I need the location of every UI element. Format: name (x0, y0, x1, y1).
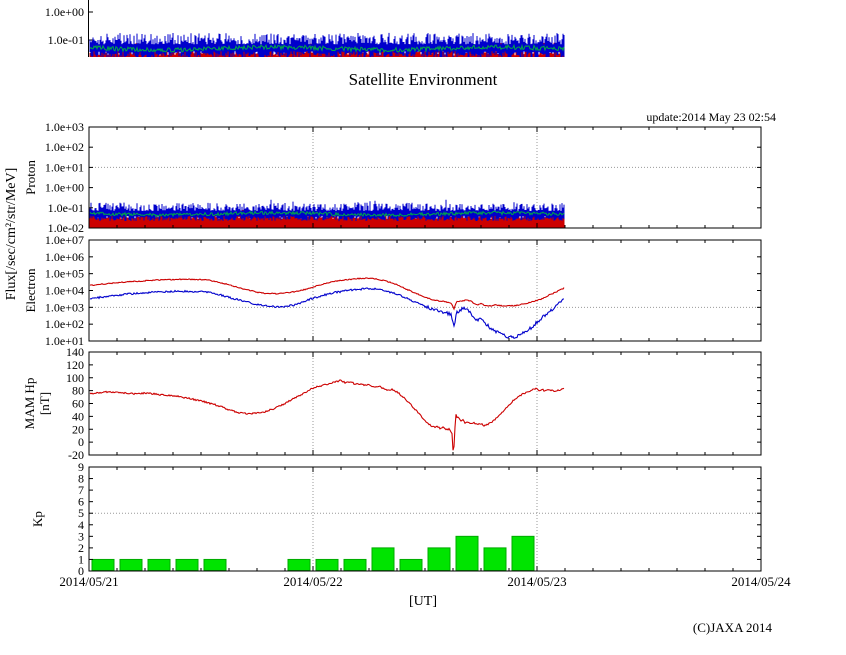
kp-y-tick-label: 9 (78, 460, 84, 474)
kp-y-tick-label: 8 (78, 472, 84, 486)
electron-data (89, 277, 565, 339)
proton-y-tick-label: 1.0e-02 (48, 221, 84, 235)
kp-bar (343, 558, 367, 572)
fragment-y-tick-label: 1.0e+00 (45, 5, 84, 19)
mam-hp-y-tick-label: 120 (66, 358, 84, 372)
kp-y-tick-label: 5 (78, 506, 84, 520)
kp-y-tick-label: 2 (78, 541, 84, 555)
proton-y-tick-label: 1.0e-01 (48, 201, 84, 215)
kp-bar (119, 558, 143, 572)
proton-panel: 1.0e+03 1.0e+02 1.0e+01 1.0e+00 1.0e-01 1.0e-… (23, 120, 762, 235)
panel-frame (88, 239, 762, 342)
electron-blue-trace (89, 287, 564, 339)
mam-hp-y-tick-label: 60 (72, 397, 84, 411)
kp-data (91, 535, 535, 572)
kp-bar (511, 535, 535, 571)
kp-y-tick-label: 7 (78, 483, 84, 497)
x-tick-label: 2014/05/21 (59, 574, 118, 589)
electron-y-tick-label: 1.0e+01 (45, 334, 84, 348)
electron-y-tick-label: 1.0e+03 (45, 300, 84, 314)
mam-hp-y-tick-label: 140 (66, 345, 84, 359)
x-tick-label: 2014/05/23 (507, 574, 566, 589)
update-timestamp: update:2014 May 23 02:54 (646, 110, 776, 124)
mam-hp-axis-label: MAM Hp (22, 378, 37, 430)
electron-y-tick-label: 1.0e+06 (45, 250, 84, 264)
kp-axis-label: Kp (30, 511, 45, 527)
panel-frame (88, 466, 762, 572)
proton-y-tick-label: 1.0e+02 (45, 140, 84, 154)
mam-hp-y-tick-label: 100 (66, 371, 84, 385)
mam-hp-data (89, 379, 565, 451)
electron-y-tick-label: 1.0e+07 (45, 233, 84, 247)
flux-axis-label: Flux[/sec/cm²/str/MeV] (4, 168, 19, 301)
page-title: Satellite Environment (348, 70, 498, 89)
mam-hp-y-tick-label: 20 (72, 422, 84, 436)
proton-y-tick-label: 1.0e+00 (45, 181, 84, 195)
x-tick-label: 2014/05/22 (283, 574, 342, 589)
electron-y-tick-label: 1.0e+02 (45, 317, 84, 331)
mam-hp-unit-label: [nT] (37, 392, 52, 415)
fragment-blue-noise (89, 32, 565, 57)
mam-hp-red-trace (89, 379, 565, 451)
electron-red-trace (89, 277, 565, 311)
proton-data (89, 199, 565, 228)
kp-bar (399, 558, 423, 572)
mam-hp-y-tick-label: 80 (72, 384, 84, 398)
kp-y-tick-label: 0 (78, 564, 84, 578)
electron-y-tick-label: 1.0e+04 (45, 284, 84, 298)
proton-y-tick-label: 1.0e+03 (45, 120, 84, 134)
kp-bar (455, 535, 479, 571)
kp-bar (427, 547, 451, 572)
mam-hp-y-tick-label: 0 (78, 435, 84, 449)
kp-bar (147, 558, 171, 572)
mam-hp-y-tick-label: -20 (68, 448, 84, 462)
kp-y-tick-label: 4 (78, 518, 84, 532)
x-axis-unit-label: [UT] (409, 594, 437, 609)
x-tick-label: 2014/05/24 (731, 574, 791, 589)
proton-axis-label: Proton (23, 160, 38, 195)
panel-frame (88, 351, 762, 456)
proton-y-tick-label: 1.0e+01 (45, 160, 84, 174)
copyright-label: (C)JAXA 2014 (692, 620, 772, 635)
mam-hp-y-tick-label: 40 (72, 409, 84, 423)
kp-bar (91, 558, 115, 572)
fragment-y-tick-label: 1.0e-01 (48, 33, 84, 47)
electron-axis-label: Electron (23, 268, 38, 313)
kp-bar (483, 547, 507, 572)
electron-y-tick-label: 1.0e+05 (45, 267, 84, 281)
kp-y-tick-label: 1 (78, 552, 84, 566)
kp-bar (287, 558, 311, 572)
kp-bar (175, 558, 199, 572)
kp-bar (203, 558, 227, 572)
kp-bar (371, 547, 395, 572)
kp-bar (315, 558, 339, 572)
fragment-green-trace (89, 43, 565, 54)
cropped-top-panel-fragment: 1.0e+00 1.0e-01 (45, 0, 565, 57)
proton-green-trace (89, 210, 565, 218)
proton-red-trace (89, 209, 565, 228)
kp-y-tick-label: 3 (78, 529, 84, 543)
kp-y-tick-label: 6 (78, 495, 84, 509)
electron-panel: 1.0e+07 1.0e+06 1.0e+05 1.0e+04 1.0e+03 1.0e+… (23, 233, 762, 348)
